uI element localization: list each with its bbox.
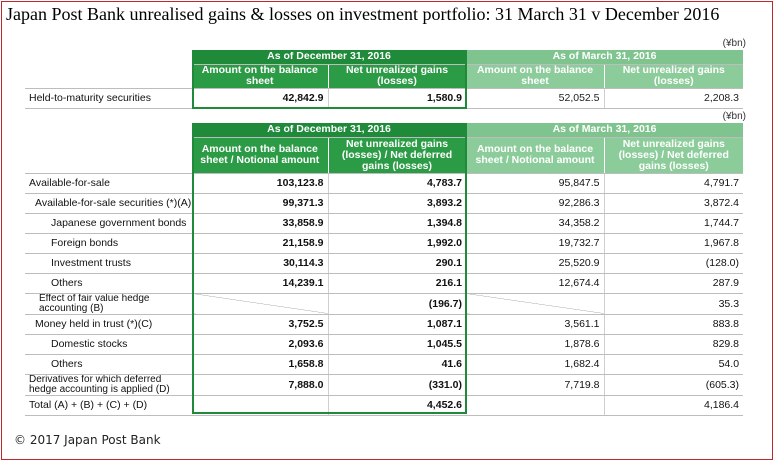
mar-amount-cell: 95,847.5 [466,173,605,194]
dec-amount-cell: 21,158.9 [192,233,328,254]
table-row: Investment trusts 30,114.3 290.1 25,520.… [25,253,744,274]
dec-net-cell: 1,087.1 [327,314,467,335]
table1-header-dec: As of December 31, 2016 [192,50,467,65]
table2-header-dec: As of December 31, 2016 [192,123,467,138]
mar-amount-cell: 52,052.5 [466,88,605,109]
row-label: Others [25,273,192,294]
mar-amount-cell: 25,520.9 [466,253,605,274]
row-label: Money held in trust (*)(C) [25,314,192,335]
table2-header-mar: As of March 31, 2016 [466,123,744,138]
table-row: Available-for-sale securities (*)(A) 99,… [25,193,744,214]
mar-amount-cell: 7,719.8 [466,374,605,396]
row-label: Foreign bonds [25,233,192,254]
dec-amount-cell: 7,888.0 [192,374,328,396]
mar-net-cell: 1,744.7 [603,213,744,234]
dec-net-cell: (196.7) [327,293,467,315]
table-row: Japanese government bonds 33,858.9 1,394… [25,213,744,234]
row-label: Domestic stocks [25,334,192,355]
table-row: Effect of fair value hedge accounting (B… [25,293,744,315]
table2-col-dec-amount: Amount on the balance sheet / Notional a… [192,137,328,174]
mar-net-cell: 4,186.4 [603,395,744,416]
unit-label-2: (¥bn) [722,111,746,122]
dec-amount-cell: 99,371.3 [192,193,328,214]
table1-col-mar-amount: Amount on the balance sheet [465,64,605,89]
mar-net-cell: 35.3 [603,293,744,315]
dec-amount-cell [192,293,328,315]
mar-amount-cell: 19,732.7 [466,233,605,254]
dec-net-cell: 1,992.0 [327,233,467,254]
mar-net-cell: 2,208.3 [603,88,744,109]
dec-net-cell: 1,045.5 [327,334,467,355]
table2-col-mar-net: Net unrealized gains (losses) / Net defe… [603,137,744,174]
dec-amount-cell: 30,114.3 [192,253,328,274]
dec-amount-cell: 33,858.9 [192,213,328,234]
mar-net-cell: 3,872.4 [603,193,744,214]
dec-amount-cell: 2,093.6 [192,334,328,355]
row-label: Available-for-sale [25,173,192,194]
table-row: Money held in trust (*)(C) 3,752.5 1,087… [25,314,744,335]
mar-amount-cell: 1,878.6 [466,334,605,355]
table-row: Foreign bonds 21,158.9 1,992.0 19,732.7 … [25,233,744,254]
table-row: Total (A) + (B) + (C) + (D) 4,452.6 4,18… [25,395,744,416]
mar-amount-cell [466,293,605,315]
row-label: Others [25,354,192,375]
mar-amount-cell: 12,674.4 [466,273,605,294]
table1-col-dec-net: Net unrealized gains (losses) [327,64,467,89]
dec-net-cell: 216.1 [327,273,467,294]
dec-amount-cell: 3,752.5 [192,314,328,335]
dec-amount-cell: 103,123.8 [192,173,328,194]
dec-amount-cell: 14,239.1 [192,273,328,294]
table2-corner [25,123,192,174]
mar-amount-cell: 3,561.1 [466,314,605,335]
table1-corner [25,50,192,89]
mar-net-cell: 287.9 [603,273,744,294]
dec-net-cell: 1,580.9 [327,88,467,109]
held-to-maturity-table: As of December 31, 2016 As of March 31, … [25,50,744,109]
row-label: Effect of fair value hedge accounting (B… [25,293,192,315]
table-row: Others 1,658.8 41.6 1,682.4 54.0 [25,354,744,375]
dec-net-cell: 4,452.6 [327,395,467,416]
table-row: Held-to-maturity securities 42,842.9 1,5… [25,88,744,109]
row-label: Held-to-maturity securities [25,88,192,109]
row-label: Total (A) + (B) + (C) + (D) [25,395,192,416]
dec-net-cell: (331.0) [327,374,467,396]
table1-col-mar-net: Net unrealized gains (losses) [603,64,744,89]
table1-header-mar: As of March 31, 2016 [466,50,744,65]
mar-net-cell: 829.8 [603,334,744,355]
dec-amount-cell: 1,658.8 [192,354,328,375]
copyright-footer: © 2017 Japan Post Bank [14,433,161,447]
mar-amount-cell: 1,682.4 [466,354,605,375]
row-label: Available-for-sale securities (*)(A) [25,193,192,214]
table-row: Others 14,239.1 216.1 12,674.4 287.9 [25,273,744,294]
available-for-sale-table: As of December 31, 2016 As of March 31, … [25,123,744,416]
row-label: Investment trusts [25,253,192,274]
table-row: Derivatives for which deferred hedge acc… [25,374,744,396]
row-label: Japanese government bonds [25,213,192,234]
dec-amount-cell [192,395,328,416]
table1-col-dec-amount: Amount on the balance sheet [192,64,328,89]
table-row: Available-for-sale 103,123.8 4,783.7 95,… [25,173,744,194]
mar-net-cell: (605.3) [603,374,744,396]
dec-net-cell: 4,783.7 [327,173,467,194]
page-title: Japan Post Bank unrealised gains & losse… [6,4,720,24]
dec-net-cell: 3,893.2 [327,193,467,214]
dec-net-cell: 41.6 [327,354,467,375]
mar-net-cell: 54.0 [603,354,744,375]
table2-col-mar-amount: Amount on the balance sheet / Notional a… [465,137,605,174]
mar-amount-cell [466,395,605,416]
mar-net-cell: 883.8 [603,314,744,335]
mar-net-cell: 4,791.7 [603,173,744,194]
mar-net-cell: (128.0) [603,253,744,274]
table2-col-dec-net: Net unrealized gains (losses) / Net defe… [327,137,467,174]
mar-amount-cell: 92,286.3 [466,193,605,214]
table-row: Domestic stocks 2,093.6 1,045.5 1,878.6 … [25,334,744,355]
mar-amount-cell: 34,358.2 [466,213,605,234]
dec-amount-cell: 42,842.9 [192,88,328,109]
mar-net-cell: 1,967.8 [603,233,744,254]
unit-label-1: (¥bn) [722,38,746,49]
dec-net-cell: 290.1 [327,253,467,274]
row-label: Derivatives for which deferred hedge acc… [25,374,192,396]
dec-net-cell: 1,394.8 [327,213,467,234]
